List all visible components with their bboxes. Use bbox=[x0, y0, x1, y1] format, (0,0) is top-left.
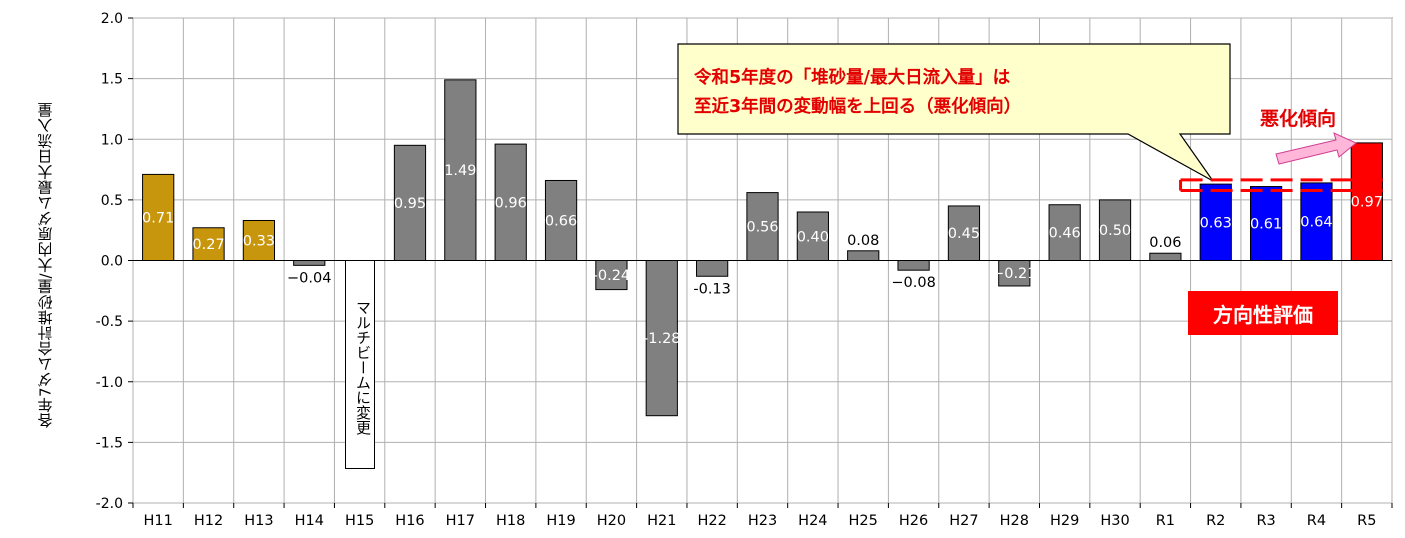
bar-H17 bbox=[444, 79, 477, 262]
x-tick-label: H23 bbox=[748, 513, 777, 529]
bar-H14 bbox=[293, 260, 326, 266]
data-label-H18: 0.96 bbox=[495, 195, 527, 211]
bar-H13 bbox=[242, 219, 276, 262]
bar-H29 bbox=[1048, 204, 1081, 262]
bar-H19 bbox=[544, 179, 578, 262]
data-label-H17: 1.49 bbox=[444, 163, 476, 179]
x-tick-label: H30 bbox=[1100, 513, 1129, 529]
callout-bubble bbox=[677, 43, 1231, 182]
x-tick-label: H20 bbox=[597, 513, 626, 529]
x-tick-label: H28 bbox=[1000, 513, 1029, 529]
bar-R4 bbox=[1300, 182, 1333, 261]
x-tick-label: H21 bbox=[647, 513, 676, 529]
x-tick-label: R1 bbox=[1156, 513, 1175, 529]
data-label-H13: 0.33 bbox=[243, 233, 275, 249]
x-tick-label: H12 bbox=[194, 513, 223, 529]
data-label-H14: −0.04 bbox=[287, 270, 331, 286]
data-label-H29: 0.46 bbox=[1049, 226, 1081, 242]
data-label-H12: 0.27 bbox=[192, 237, 224, 253]
x-tick-label: H27 bbox=[949, 513, 978, 529]
bar-H20 bbox=[595, 260, 628, 291]
x-tick-label: H19 bbox=[546, 513, 575, 529]
x-tick-label: H11 bbox=[144, 513, 173, 529]
y-axis-label: 各年7ダム合計堆砂量/大内原ダム最大日流入量 bbox=[36, 102, 55, 428]
data-label-H19: 0.66 bbox=[545, 213, 577, 229]
y-tick-label: 0.0 bbox=[101, 254, 123, 270]
data-label-H27: 0.45 bbox=[948, 226, 980, 242]
x-tick-label: R2 bbox=[1206, 513, 1225, 529]
bar-H26 bbox=[897, 260, 930, 271]
bar-H12 bbox=[192, 227, 225, 261]
y-tick-label: -1.5 bbox=[96, 435, 123, 451]
y-tick-label: 2.0 bbox=[101, 11, 123, 27]
data-label-R3: 0.61 bbox=[1250, 217, 1282, 233]
data-label-R5: 0.97 bbox=[1351, 195, 1383, 211]
data-label-H22: -0.13 bbox=[693, 281, 731, 297]
data-label-H21: -1.28 bbox=[643, 331, 681, 347]
data-label-R4: 0.64 bbox=[1300, 215, 1332, 231]
y-tick-label: 1.0 bbox=[101, 132, 123, 148]
annotation-overlay bbox=[677, 43, 1386, 193]
callout-text: 令和5年度の「堆砂量/最大日流入量」は 至近3年間の変動幅を上回る（悪化傾向） bbox=[694, 64, 1214, 122]
data-label-H25: 0.08 bbox=[847, 233, 879, 249]
bar-H25 bbox=[847, 250, 880, 262]
x-tick-label: H13 bbox=[244, 513, 273, 529]
callout-line-2: 至近3年間の変動幅を上回る（悪化傾向） bbox=[694, 97, 1022, 117]
bar-H28 bbox=[998, 260, 1031, 287]
bar-H24 bbox=[796, 211, 829, 261]
bar-H11 bbox=[142, 173, 175, 262]
bar-H18 bbox=[494, 143, 527, 262]
callout-line-1: 令和5年度の「堆砂量/最大日流入量」は bbox=[694, 68, 1011, 88]
x-tick-label: R3 bbox=[1256, 513, 1275, 529]
y-tick-label: -1.0 bbox=[96, 375, 123, 391]
bar-H21 bbox=[645, 260, 678, 417]
x-tick-label: H29 bbox=[1050, 513, 1079, 529]
data-label-H28: −0.21 bbox=[992, 266, 1036, 282]
x-tick-label: H16 bbox=[395, 513, 424, 529]
data-label-H11: 0.71 bbox=[142, 210, 174, 226]
x-tick-label: H18 bbox=[496, 513, 525, 529]
multibeam-change-note: マルチビームに変更 bbox=[345, 260, 375, 469]
bar-R1 bbox=[1149, 252, 1182, 262]
data-label-H30: 0.50 bbox=[1099, 223, 1131, 239]
bar-H22 bbox=[696, 260, 729, 277]
x-tick-label: R5 bbox=[1357, 513, 1376, 529]
data-label-H23: 0.56 bbox=[746, 220, 778, 236]
bar-H23 bbox=[746, 192, 779, 262]
bar-R2 bbox=[1199, 183, 1232, 261]
bar-R5 bbox=[1350, 142, 1383, 261]
worsening-arrow-icon bbox=[1275, 132, 1357, 165]
x-tick-label: H17 bbox=[446, 513, 475, 529]
x-tick-label: R4 bbox=[1307, 513, 1326, 529]
data-label-R1: 0.06 bbox=[1149, 235, 1181, 251]
y-tick-label: -2.0 bbox=[96, 496, 123, 512]
x-tick-label: H24 bbox=[798, 513, 827, 529]
y-tick-label: -0.5 bbox=[96, 314, 123, 330]
y-tick-label: 0.5 bbox=[101, 193, 123, 209]
axis-ticks: 2.0 1.5 1.0 0.5 0.0 -0.5 -1.0 -1.5 -2.0 H11 H12 H13… bbox=[96, 11, 1393, 529]
y-tick-label: 1.5 bbox=[101, 72, 123, 88]
bar-R3 bbox=[1249, 186, 1283, 262]
x-tick-label: H25 bbox=[849, 513, 878, 529]
x-tick-label: H15 bbox=[345, 513, 374, 529]
bar-H27 bbox=[947, 205, 981, 261]
direction-evaluation-badge: 方向性評価 bbox=[1188, 291, 1338, 335]
data-label-R2: 0.63 bbox=[1200, 215, 1232, 231]
x-tick-label: H14 bbox=[295, 513, 324, 529]
x-tick-label: H26 bbox=[899, 513, 928, 529]
data-label-H26: −0.08 bbox=[891, 275, 935, 291]
data-label-H20: -0.24 bbox=[593, 268, 631, 284]
data-label-H16: 0.95 bbox=[394, 196, 426, 212]
x-tick-label: H22 bbox=[697, 513, 726, 529]
bar-H16 bbox=[393, 144, 427, 261]
bars bbox=[142, 79, 1383, 417]
bar-H30 bbox=[1098, 199, 1132, 261]
worse-trend-label: 悪化傾向 bbox=[1260, 108, 1337, 130]
data-label-H24: 0.40 bbox=[797, 229, 829, 245]
data-labels: 0.71 0.27 0.33 −0.04 0.95 1.49 0.96 0.66 -0.24 -1… bbox=[142, 163, 1383, 347]
